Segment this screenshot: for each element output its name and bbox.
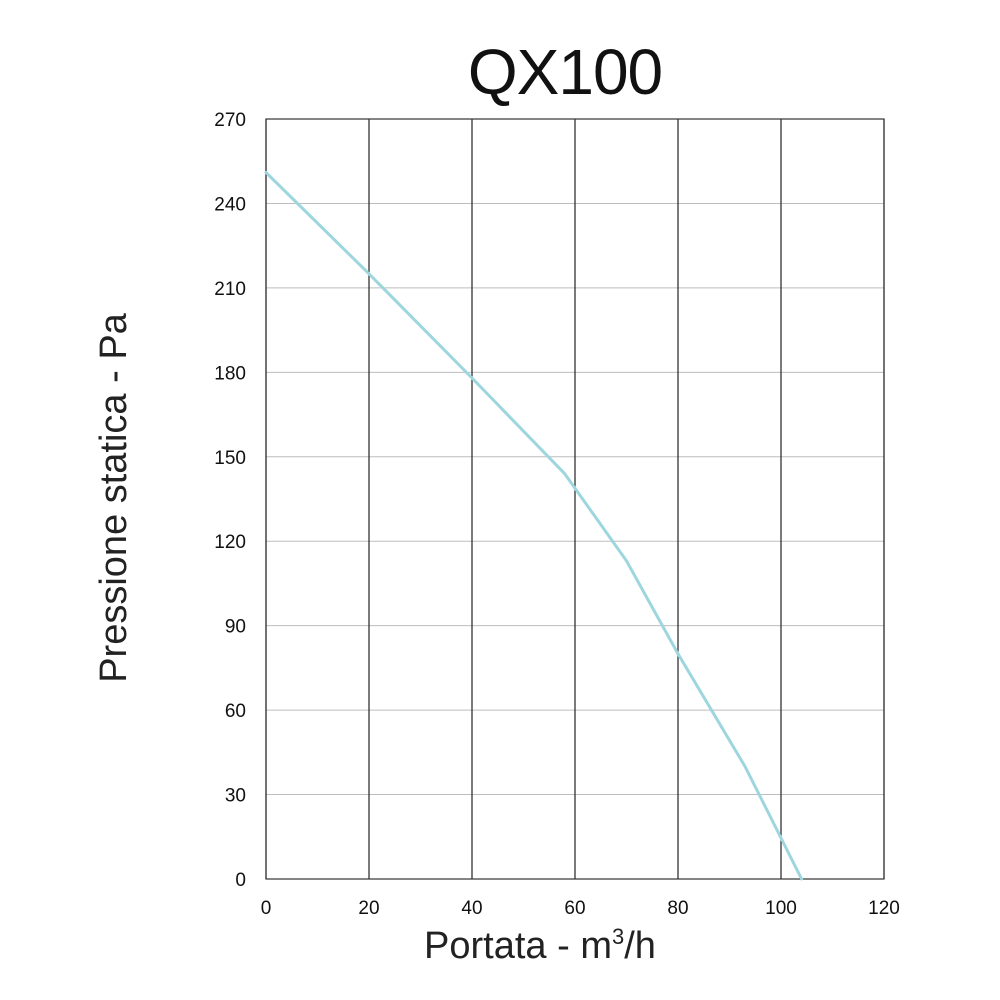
y-tick-label-6: 180 <box>214 363 246 384</box>
y-tick-label-4: 120 <box>214 532 246 553</box>
x-tick-label-1: 20 <box>358 898 379 919</box>
x-axis-label-sup: 3 <box>612 924 624 949</box>
y-tick-label-5: 150 <box>214 448 246 469</box>
y-tick-label-1: 30 <box>225 786 246 807</box>
y-axis-label: Pressione statica - Pa <box>93 312 135 682</box>
x-tick-label-4: 80 <box>667 898 688 919</box>
series-line <box>264 171 804 881</box>
x-tick-label-6: 120 <box>868 898 900 919</box>
plot-frame <box>265 118 885 880</box>
x-axis-label-main: Portata - m <box>424 925 612 967</box>
y-tick-label-9: 270 <box>214 110 246 131</box>
x-axis-label: Portata - m3/h <box>424 924 656 967</box>
x-axis-label-tail: /h <box>624 925 656 967</box>
y-tick-label-2: 60 <box>225 701 246 722</box>
y-tick-label-3: 90 <box>225 617 246 638</box>
x-tick-labels: 0 20 40 60 80 100 120 <box>261 898 900 919</box>
y-tick-labels: 0 30 60 90 120 150 180 210 240 270 <box>214 110 246 891</box>
y-tick-label-0: 0 <box>235 870 246 891</box>
x-tick-label-5: 100 <box>765 898 797 919</box>
chart-title: QX100 <box>468 36 662 108</box>
y-tick-label-7: 210 <box>214 279 246 300</box>
x-tick-label-0: 0 <box>261 898 272 919</box>
x-tick-label-2: 40 <box>461 898 482 919</box>
y-tick-label-8: 240 <box>214 194 246 215</box>
grid <box>265 118 885 880</box>
x-tick-label-3: 60 <box>564 898 585 919</box>
